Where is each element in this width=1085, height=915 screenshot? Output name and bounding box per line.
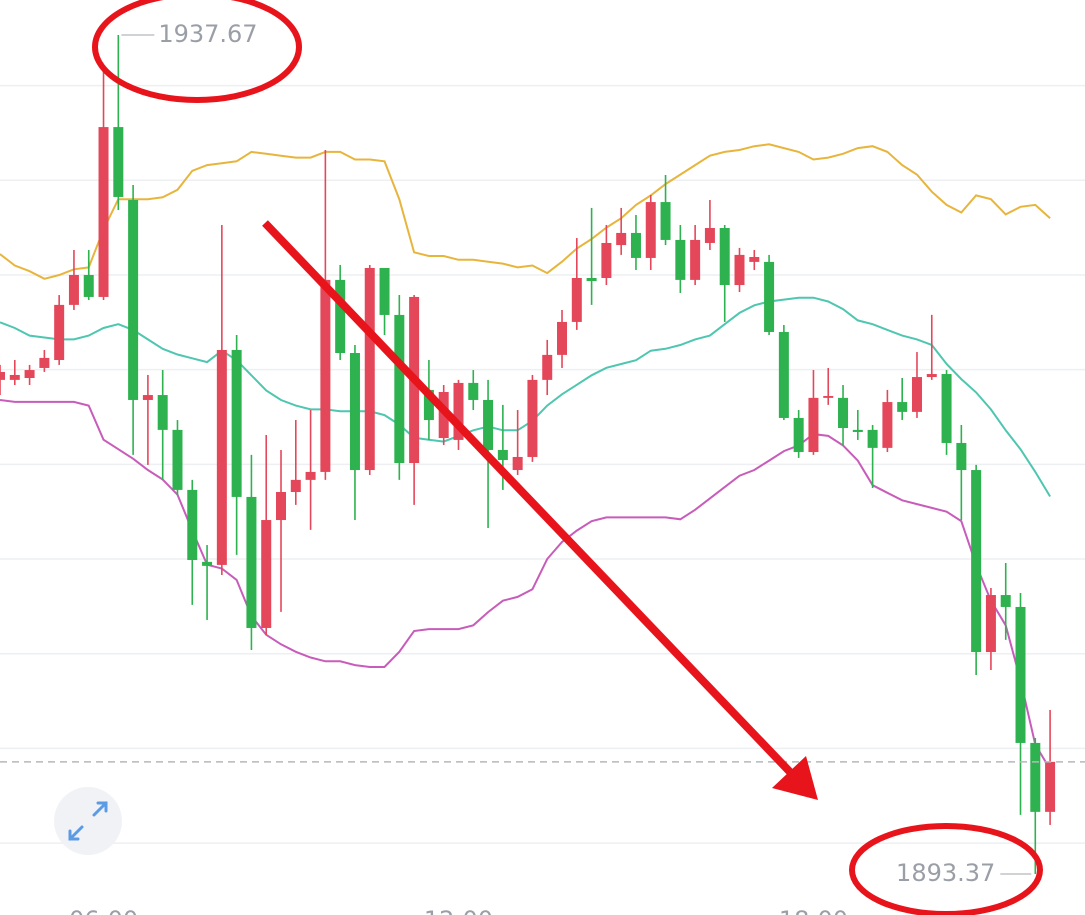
candle-body (823, 395, 834, 398)
candle-body (542, 354, 553, 380)
candle-body (0, 371, 5, 380)
bands (0, 143, 1051, 770)
candle-body (187, 489, 198, 560)
candle-body (897, 402, 908, 412)
candle-body (157, 395, 168, 430)
candle-body (764, 261, 775, 332)
candle-body (335, 279, 346, 354)
max-label: 1937.67 (158, 20, 257, 48)
highlight-ellipse (849, 823, 1043, 915)
candle-body (601, 242, 612, 279)
candle-body (246, 496, 257, 628)
candle-body (985, 595, 996, 653)
candle-body (838, 397, 849, 428)
candle-body (113, 127, 124, 197)
candle-body (971, 470, 982, 653)
candle-body (557, 321, 568, 355)
annotations (92, 0, 1043, 915)
candle-body (734, 254, 745, 286)
candle-body (379, 267, 390, 315)
candle-body (261, 520, 272, 628)
candle-body (645, 202, 656, 258)
candle-body (719, 228, 730, 286)
candle-body (305, 471, 316, 480)
candle-body (468, 382, 479, 400)
candle-body (142, 395, 153, 400)
candle-body (571, 278, 582, 322)
candle-body (1015, 606, 1026, 743)
candle-body (483, 399, 494, 450)
candle-body (941, 374, 952, 443)
candle-body (1045, 761, 1056, 812)
candle-body (290, 479, 301, 493)
x-tick-label: 12:00 (424, 906, 493, 915)
candle-body (1000, 595, 1011, 607)
candle-body (660, 202, 671, 240)
candle-body (616, 232, 627, 246)
candle-body (98, 127, 109, 297)
candle-body (808, 397, 819, 453)
candle-body (39, 357, 50, 368)
candle-body (24, 370, 35, 378)
candle-body (172, 429, 183, 490)
candle-body (320, 279, 331, 472)
candle-body (749, 256, 760, 262)
candle-body (586, 278, 597, 282)
candles (0, 35, 1085, 874)
band-line (0, 143, 1051, 280)
candle-body (394, 314, 405, 464)
x-tick-label: 06:00 (69, 906, 138, 915)
candle-body (364, 267, 375, 471)
band-line (0, 399, 1051, 770)
candle-body (956, 442, 967, 471)
candle-body (54, 304, 65, 361)
candle-body (793, 417, 804, 453)
highlight-ellipse (92, 0, 302, 103)
candle-body (231, 349, 242, 497)
candle-body (675, 239, 686, 280)
candle-body (1030, 742, 1041, 812)
arrow-head (772, 756, 818, 800)
min-label: 1893.37 (896, 859, 995, 887)
candle-body (690, 239, 701, 280)
candle-body (867, 429, 878, 448)
candle-body (9, 374, 20, 380)
candle-body (349, 353, 360, 471)
candle-body (276, 492, 287, 521)
candle-body (778, 331, 789, 418)
candle-body (630, 232, 641, 258)
candle-body (512, 456, 523, 471)
candle-body (704, 228, 715, 243)
expand-icon (68, 801, 108, 841)
candle-body (423, 389, 434, 421)
labels: 1937.67 1893.37 06:00 12:00 18:00 (69, 20, 1032, 915)
expand-button[interactable] (54, 787, 122, 855)
candle-body (882, 402, 893, 448)
x-tick-label: 18:00 (779, 906, 848, 915)
candle-body (911, 377, 922, 412)
expand-button-bg[interactable] (54, 787, 122, 855)
candle-body (83, 274, 94, 297)
candle-body (453, 382, 464, 440)
candle-body (128, 199, 139, 400)
candle-body (216, 349, 227, 565)
band-line (0, 296, 1051, 498)
candle-body (497, 449, 508, 460)
candle-body (527, 379, 538, 457)
candle-body (68, 274, 79, 305)
candle-body (852, 429, 863, 432)
trend-arrow (262, 220, 793, 775)
candle-body (926, 374, 937, 378)
candle-body (202, 561, 213, 566)
